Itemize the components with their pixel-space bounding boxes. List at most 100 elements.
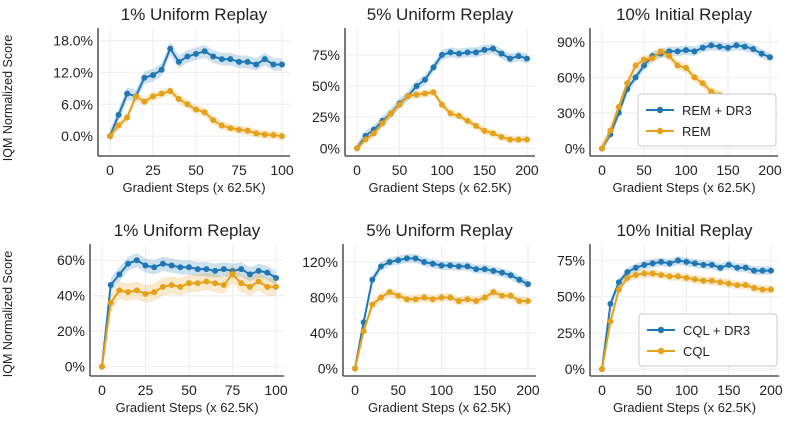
x-axis-label: Gradient Steps (x 62.5K): [368, 400, 511, 415]
series-1-point: [742, 264, 749, 271]
x-tick-label: 100: [264, 382, 288, 398]
series-2-point: [439, 101, 445, 108]
series-2-point: [158, 90, 165, 97]
series-1-point: [507, 55, 513, 62]
series-2-point: [279, 133, 285, 140]
legend-label: REM: [682, 124, 711, 139]
series-2-point: [99, 363, 105, 370]
y-tick-label: 0%: [565, 361, 585, 377]
series-1-point: [167, 45, 174, 52]
series-2-point: [107, 133, 113, 140]
series-2-point: [525, 298, 531, 305]
series-1-point: [725, 44, 731, 51]
series-1-point: [116, 271, 123, 278]
series-2-point: [395, 292, 402, 299]
series-1-point: [632, 264, 639, 271]
series-1-point: [212, 267, 219, 274]
series-2-point: [107, 299, 114, 306]
x-tick-label: 100: [430, 162, 454, 178]
series-1-point: [412, 255, 419, 262]
series-2-point: [386, 289, 393, 296]
series-2-point: [447, 110, 454, 117]
series-2-point: [421, 294, 428, 301]
series-1-point: [186, 264, 192, 271]
series-1-point: [244, 58, 251, 65]
series-2-point: [264, 283, 271, 290]
x-tick-label: 100: [675, 382, 699, 398]
series-1-point: [464, 49, 471, 56]
series-1-point: [507, 272, 514, 279]
x-tick-label: 200: [759, 382, 783, 398]
series-2-point: [253, 130, 260, 137]
x-tick-label: 0: [598, 382, 606, 398]
series-2-point: [632, 62, 639, 69]
series-2-point: [691, 276, 698, 283]
series-1-point: [253, 61, 260, 68]
series-1-point: [481, 266, 488, 273]
series-2-point: [203, 278, 210, 285]
series-1-band: [110, 42, 282, 143]
panel-3: 0% 30% 60% 90% 0 50 100 150 200 10% Initial Repla…: [557, 5, 782, 195]
series-1-point: [201, 48, 208, 55]
series-2-point: [184, 101, 191, 108]
series-1-point: [236, 58, 242, 65]
series-1-point: [151, 264, 158, 271]
x-tick-label: 150: [473, 162, 497, 178]
series-1-point: [403, 255, 410, 262]
series-1-point: [750, 45, 757, 52]
series-2-point: [464, 296, 471, 303]
series-2-point: [388, 110, 394, 117]
series-2-point: [641, 56, 647, 63]
panel-title: 5% Uniform Replay: [366, 221, 513, 240]
x-tick-label: 50: [390, 382, 406, 398]
series-2-point: [186, 280, 192, 287]
series-2-point: [498, 134, 505, 141]
x-tick-label: 50: [636, 382, 652, 398]
series-1-point: [632, 74, 639, 81]
series-2-point: [708, 88, 715, 95]
x-axis-label: Gradient Steps (x 62.5K): [613, 400, 756, 415]
series-1-point: [675, 257, 682, 264]
series-1-point: [683, 258, 690, 265]
series-2-point: [168, 282, 175, 289]
series-2-point: [717, 279, 724, 286]
series-2-point: [473, 298, 480, 305]
x-tick-label: 25: [145, 162, 161, 178]
series-2-point: [751, 285, 758, 291]
series-2-point: [708, 277, 715, 284]
series-2-point: [377, 294, 384, 301]
x-tick-label: 100: [430, 382, 454, 398]
series-2-point: [490, 130, 496, 137]
series-1-point: [422, 76, 428, 83]
legend-marker: [656, 106, 664, 114]
series-2-point: [220, 282, 227, 289]
series-2-point: [615, 103, 622, 110]
series-1-point: [184, 53, 191, 60]
panel-title: 1% Uniform Replay: [121, 5, 268, 24]
series-2-point: [615, 286, 622, 293]
series-1-point: [607, 300, 614, 307]
series-1-point: [733, 42, 740, 49]
series-2-point: [413, 91, 420, 98]
x-axis-label: Gradient Steps (x 62.5K): [612, 180, 755, 195]
series-1-point: [413, 83, 420, 90]
series-2-point: [167, 88, 174, 94]
y-tick-label: 75%: [557, 252, 585, 268]
legend-label: REM + DR3: [682, 103, 752, 118]
x-tick-label: 75: [231, 162, 247, 178]
series-1-point: [279, 61, 285, 68]
series-1-point: [369, 276, 376, 283]
series-1-point: [725, 261, 732, 268]
panel-2: 0% 25% 50% 75% 0 50 100 150 200 5% Uniform Replay…: [312, 5, 539, 195]
series-2-point: [455, 298, 462, 305]
series-1-point: [107, 282, 114, 289]
series-2-point: [683, 274, 690, 281]
series-2-point: [438, 294, 445, 301]
x-tick-label: 100: [270, 162, 294, 178]
x-tick-label: 25: [138, 382, 154, 398]
legend-marker: [656, 127, 664, 135]
legend-label: CQL + DR3: [683, 323, 750, 338]
series-2-point: [641, 270, 648, 277]
y-tick-label: 80%: [310, 289, 338, 305]
series-1-point: [142, 262, 149, 269]
